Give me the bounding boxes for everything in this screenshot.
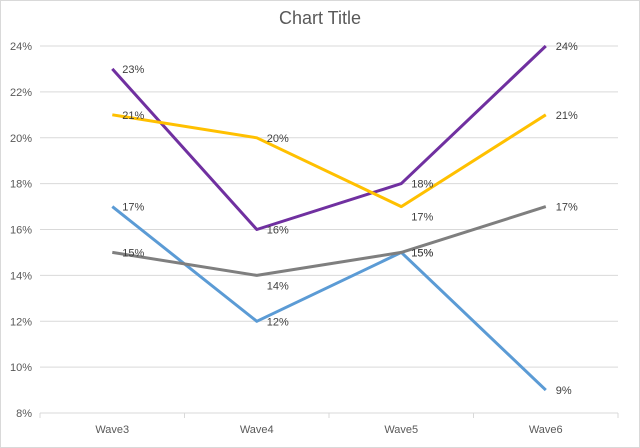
data-label: 21%	[122, 110, 144, 122]
y-tick-label: 12%	[10, 316, 32, 328]
data-label: 15%	[411, 247, 433, 259]
series-line	[111, 205, 547, 392]
series-line	[112, 205, 547, 277]
y-tick-label: 22%	[10, 87, 32, 99]
y-tick-label: 24%	[10, 41, 32, 53]
x-tick-label: Wave4	[240, 424, 274, 436]
data-label: 14%	[267, 280, 289, 292]
series-lines	[111, 44, 547, 392]
data-label: 21%	[556, 110, 578, 122]
data-label: 18%	[411, 179, 433, 191]
y-tick-label: 20%	[10, 133, 32, 145]
x-tick-label: Wave3	[95, 424, 129, 436]
y-tick-label: 16%	[10, 225, 32, 237]
data-label: 9%	[556, 385, 572, 397]
x-tick-label: Wave6	[529, 424, 563, 436]
y-axis: 8% 10% 12% 14% 16% 18% 20% 22% 24%	[10, 41, 32, 420]
y-tick-label: 10%	[10, 362, 32, 374]
chart-title: Chart Title	[278, 8, 362, 28]
data-label: 12%	[267, 316, 289, 328]
y-tick-label: 18%	[10, 179, 32, 191]
data-label: 20%	[267, 133, 289, 145]
y-tick-label: 14%	[10, 270, 32, 282]
data-label: 15%	[122, 247, 144, 259]
data-label: 15%	[411, 247, 433, 259]
y-tick-label: 8%	[16, 408, 32, 420]
data-labels: 23% 16% 18% 24% 21% 20% 17% 21% 17% 12% 15% 9% 15% 14…	[122, 41, 578, 397]
data-label: 17%	[411, 212, 433, 224]
series-line	[112, 113, 547, 209]
x-axis: Wave3 Wave4 Wave5 Wave6	[39, 413, 619, 436]
data-label: 17%	[556, 202, 578, 214]
series-line	[111, 44, 547, 231]
gridlines	[40, 45, 618, 414]
data-label: 24%	[556, 41, 578, 53]
data-label: 16%	[267, 225, 289, 237]
x-tick-label: Wave5	[384, 424, 418, 436]
data-label: 17%	[122, 202, 144, 214]
data-label: 23%	[122, 64, 144, 76]
